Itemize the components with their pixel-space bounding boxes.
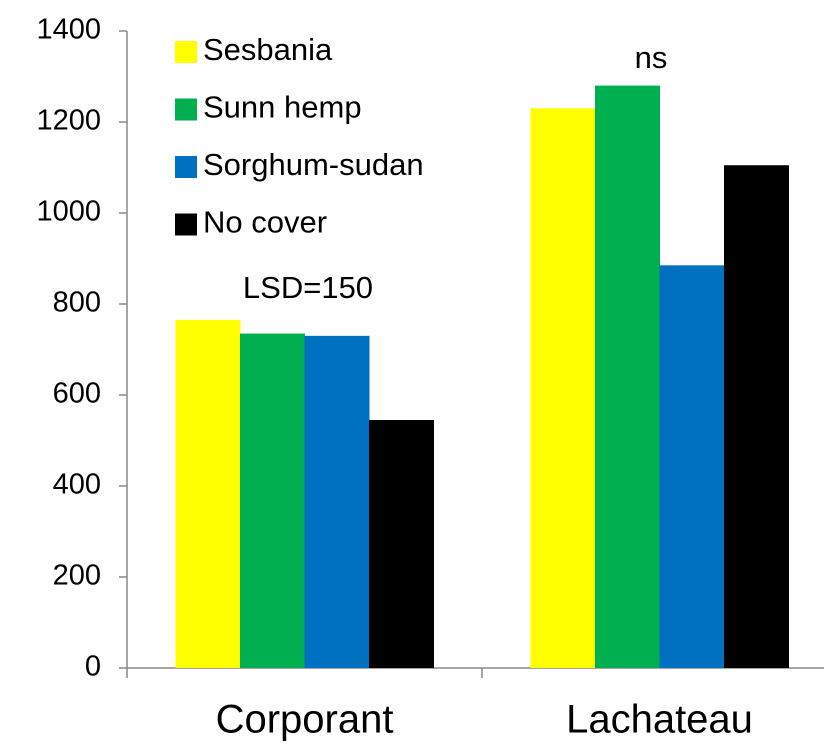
bar — [304, 335, 370, 668]
y-tick-label: 1200 — [36, 105, 101, 137]
legend-swatch — [175, 98, 197, 121]
y-tick-label: 1400 — [36, 14, 101, 46]
y-tick-label: 0 — [85, 651, 101, 683]
bar — [240, 333, 305, 668]
bar — [659, 265, 725, 668]
legend-label: Sesbania — [203, 32, 333, 67]
y-tick-label: 400 — [53, 469, 101, 501]
y-tick-label: 1000 — [36, 196, 101, 228]
y-tick-label: 800 — [53, 287, 101, 319]
legend-swatch — [175, 213, 197, 236]
legend-label: Sorghum-sudan — [203, 147, 424, 182]
bar — [595, 85, 660, 669]
annotation: LSD=150 — [243, 270, 373, 305]
legend-swatch — [175, 156, 197, 178]
bar — [724, 165, 789, 668]
bar — [530, 108, 596, 669]
annotation: ns — [635, 40, 668, 75]
x-tick-label: Corporant — [216, 698, 394, 742]
legend-swatch — [175, 41, 197, 63]
y-tick-label: 200 — [53, 560, 101, 592]
legend-label: No cover — [203, 205, 327, 240]
x-tick-label: Lachateau — [566, 698, 753, 742]
bar — [369, 420, 434, 668]
legend-label: Sunn hemp — [203, 90, 362, 125]
bar — [175, 319, 241, 668]
y-tick-label: 600 — [53, 378, 101, 410]
